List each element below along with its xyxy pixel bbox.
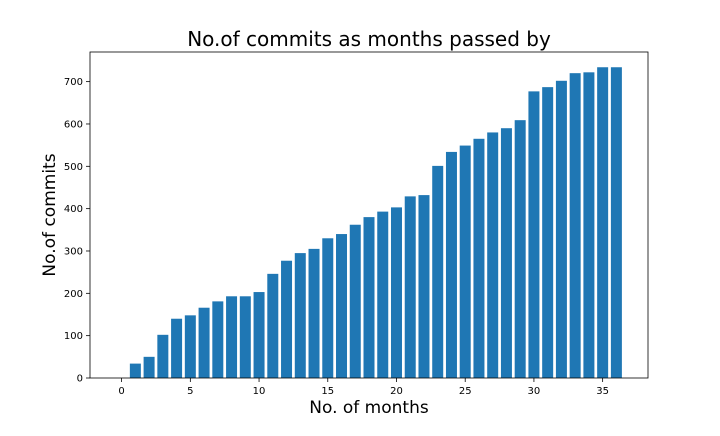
- bar-month-11: [267, 273, 279, 378]
- x-tick-label-5: 5: [187, 386, 193, 397]
- bar-month-4: [171, 318, 183, 378]
- bar-month-36: [610, 67, 622, 378]
- x-tick-label-15: 15: [321, 386, 334, 397]
- bar-month-12: [281, 260, 293, 378]
- bar-month-8: [226, 296, 238, 378]
- bar-month-32: [555, 80, 567, 378]
- bars-layer: [129, 67, 622, 379]
- bar-month-5: [184, 315, 196, 378]
- bar-month-23: [432, 165, 444, 378]
- bar-month-17: [349, 224, 361, 378]
- bar-month-33: [569, 73, 581, 379]
- bar-month-21: [404, 196, 416, 378]
- bar-month-25: [459, 145, 471, 378]
- axes-layer: 0 5 10 15 20 25 30 35 0 100 200 300 400 500 600 700: [64, 51, 649, 397]
- y-tick-label-300: 300: [64, 246, 83, 257]
- x-tick-label-0: 0: [118, 386, 124, 397]
- bar-month-24: [445, 151, 457, 378]
- bar-month-18: [363, 217, 375, 378]
- y-tick-label-600: 600: [64, 119, 83, 130]
- bar-month-34: [583, 72, 595, 378]
- bar-month-29: [514, 120, 526, 378]
- bar-month-28: [500, 128, 512, 378]
- x-tick-label-20: 20: [390, 386, 403, 397]
- bar-month-22: [418, 195, 430, 378]
- bar-month-19: [377, 211, 389, 378]
- y-tick-label-200: 200: [64, 289, 83, 300]
- x-tick-label-30: 30: [528, 386, 541, 397]
- bar-month-14: [308, 248, 320, 378]
- y-tick-label-700: 700: [64, 77, 83, 88]
- bar-month-6: [198, 307, 210, 378]
- bar-month-7: [212, 301, 224, 378]
- bar-month-35: [597, 67, 609, 378]
- x-tick-label-35: 35: [596, 386, 609, 397]
- y-tick-label-100: 100: [64, 331, 83, 342]
- bar-month-9: [239, 296, 251, 378]
- x-tick-label-10: 10: [253, 386, 266, 397]
- bar-month-10: [253, 292, 265, 378]
- bar-month-16: [336, 234, 348, 378]
- bar-month-2: [143, 356, 155, 378]
- bar-month-30: [528, 91, 540, 378]
- bar-month-27: [487, 132, 499, 378]
- y-axis-label: No.of commits: [40, 153, 60, 276]
- y-tick-label-400: 400: [64, 204, 83, 215]
- y-tick-label-500: 500: [64, 162, 83, 173]
- bar-month-13: [294, 253, 306, 378]
- bar-month-31: [542, 87, 554, 378]
- plot-frame: [89, 51, 649, 379]
- bar-month-15: [322, 238, 334, 378]
- x-tick-label-25: 25: [459, 386, 472, 397]
- x-axis-label: No. of months: [309, 398, 429, 418]
- bar-month-1: [129, 363, 141, 378]
- y-tick-label-0: 0: [77, 374, 83, 385]
- bar-month-20: [390, 207, 402, 378]
- bar-month-3: [157, 334, 169, 378]
- chart-title: No.of commits as months passed by: [187, 27, 551, 51]
- bar-month-26: [473, 138, 485, 378]
